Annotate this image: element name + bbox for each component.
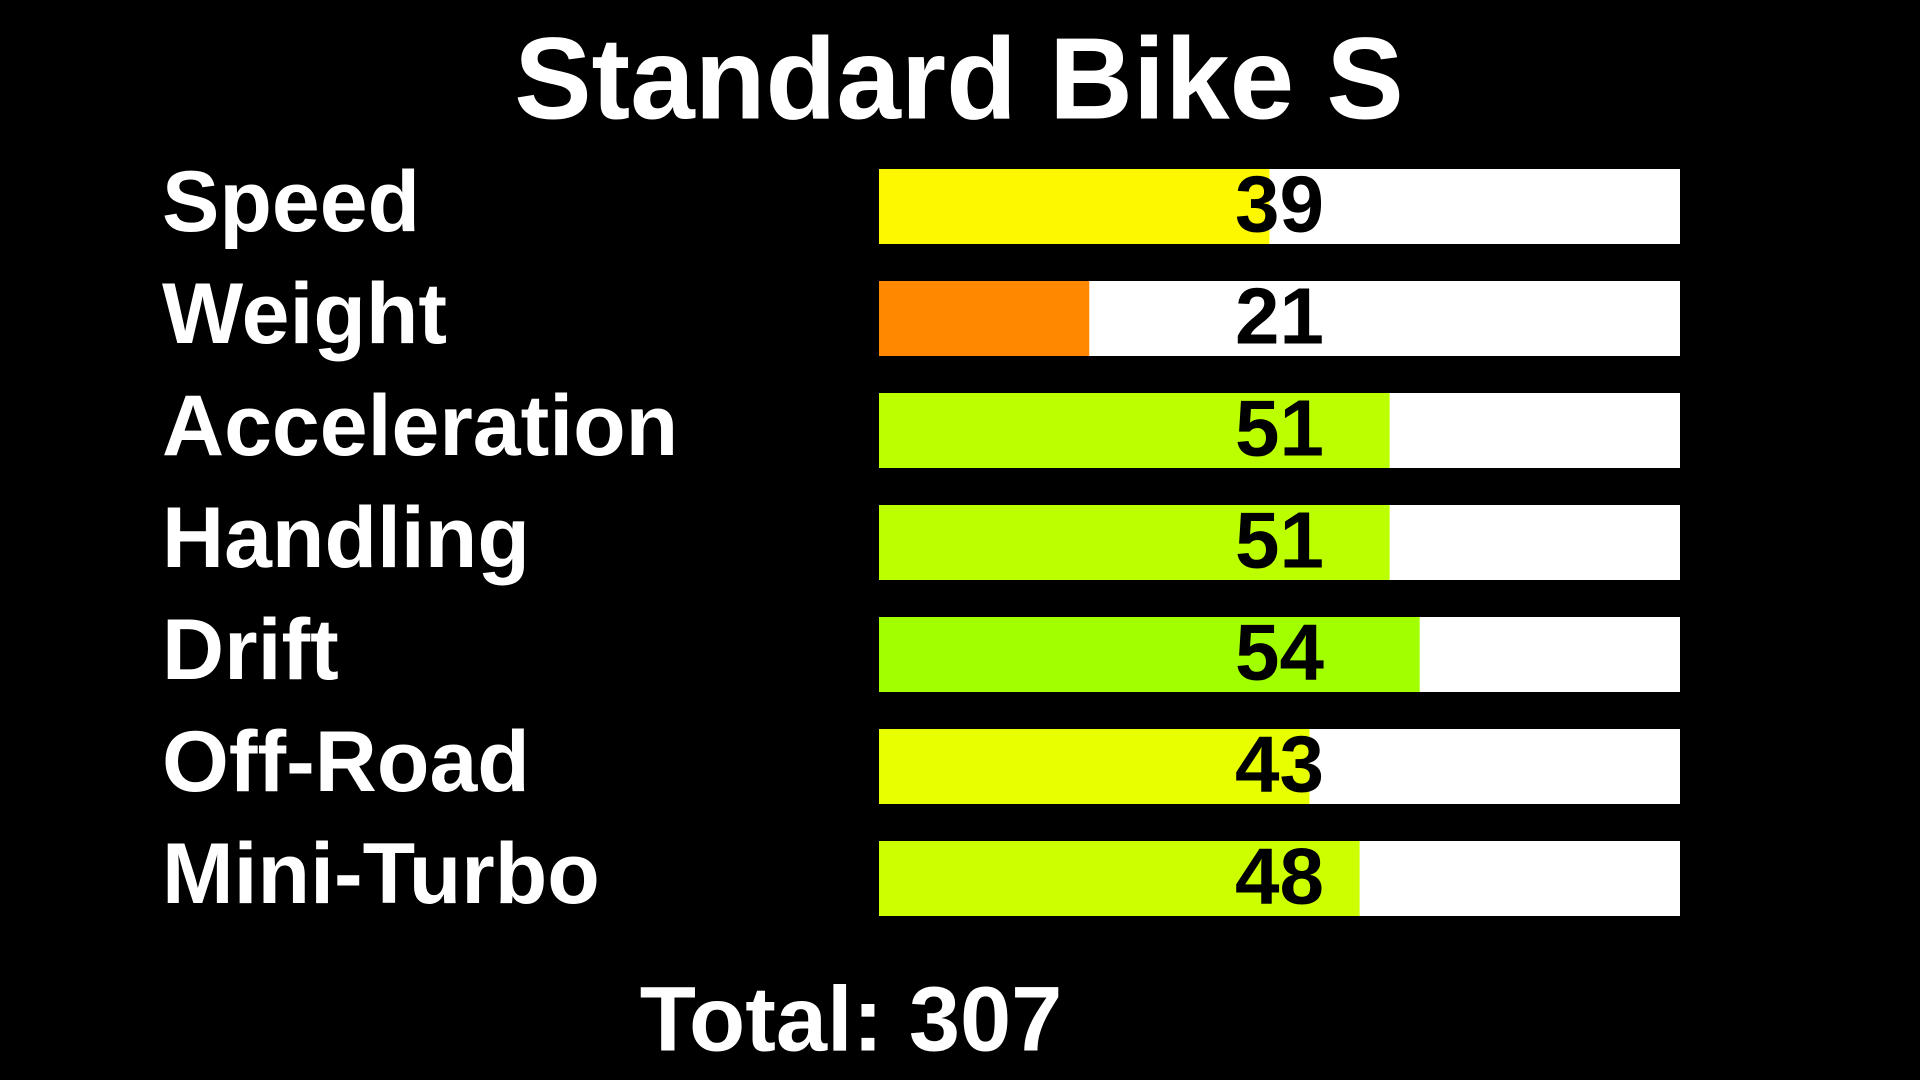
chart-title: Standard Bike S (514, 14, 1404, 144)
stat-label: Mini-Turbo (162, 826, 600, 922)
total-label: Total: 307 (640, 968, 1063, 1070)
value-label: 48 (1235, 832, 1324, 921)
value-label: 43 (1235, 720, 1324, 809)
value-label: 21 (1235, 272, 1324, 361)
bar (879, 281, 1090, 356)
stat-label: Drift (162, 602, 339, 698)
bar (879, 505, 1390, 580)
stat-label: Off-Road (162, 714, 530, 810)
value-label: 51 (1235, 384, 1324, 473)
value-label: 54 (1235, 608, 1324, 697)
stat-label: Speed (162, 154, 420, 250)
stat-label: Handling (162, 490, 530, 586)
bar (879, 729, 1310, 804)
stat-label: Weight (162, 266, 447, 362)
stat-label: Acceleration (162, 378, 678, 474)
bar (879, 393, 1390, 468)
value-label: 51 (1235, 496, 1324, 585)
value-label: 39 (1235, 160, 1324, 249)
bar (879, 169, 1270, 244)
bar (879, 617, 1420, 692)
bar (879, 841, 1360, 916)
